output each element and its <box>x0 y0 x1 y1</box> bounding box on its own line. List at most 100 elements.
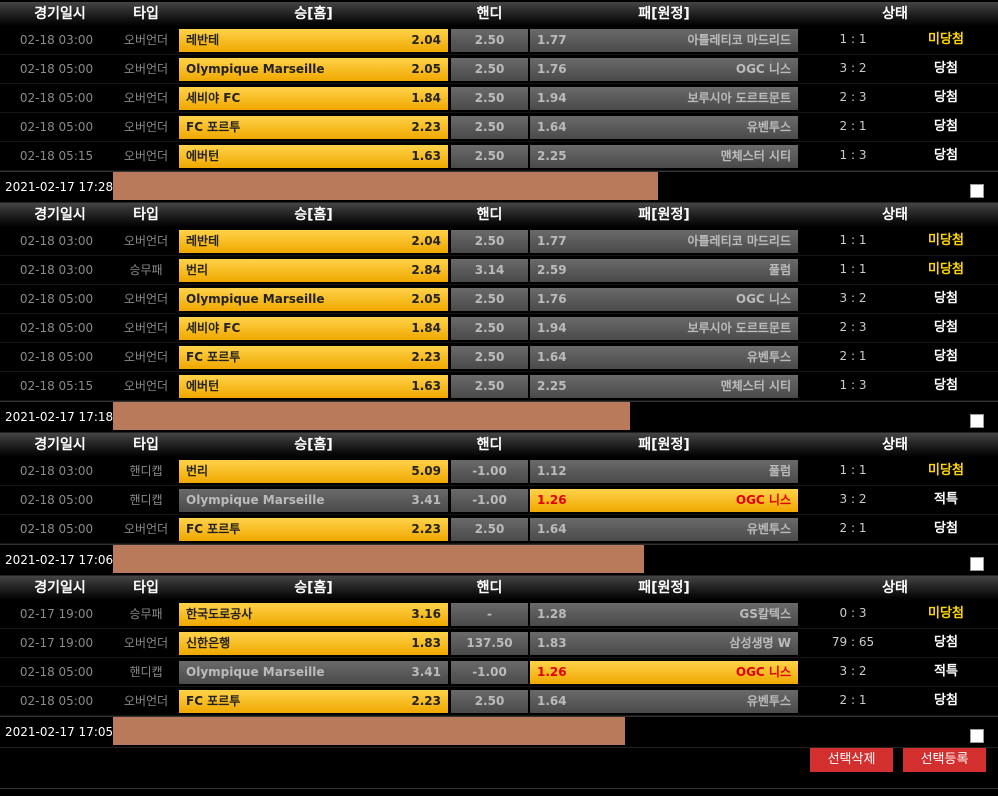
home-odds: 1.83 <box>411 636 441 650</box>
away-box[interactable]: 1.94 보루시아 도르트문트 <box>530 87 798 110</box>
away-team: OGC 니스 <box>735 292 791 306</box>
away-team: 유벤투스 <box>746 522 791 536</box>
home-odds: 3.41 <box>411 493 441 507</box>
score: 3 : 2 <box>839 492 867 506</box>
away-box[interactable]: 1.28 GS칼텍스 <box>530 603 798 626</box>
away-box[interactable]: 1.64 유벤투스 <box>530 690 798 713</box>
home-box[interactable]: 에버턴 1.63 <box>179 375 448 398</box>
date-footer: 2021-02-17 17:18 <box>0 401 998 433</box>
home-team: Olympique Marseille <box>186 62 325 76</box>
column-header: 승[홈] <box>294 437 333 453</box>
home-box[interactable]: Olympique Marseille 3.41 <box>179 489 448 512</box>
home-box[interactable]: 번리 2.84 <box>179 259 448 282</box>
away-box[interactable]: 2.25 맨체스터 시티 <box>530 375 798 398</box>
away-box[interactable]: 1.76 OGC 니스 <box>530 288 798 311</box>
home-box[interactable]: Olympique Marseille 2.05 <box>179 288 448 311</box>
home-box[interactable]: 에버턴 1.63 <box>179 145 448 168</box>
away-box[interactable]: 2.25 맨체스터 시티 <box>530 145 798 168</box>
away-team: OGC 니스 <box>735 665 791 679</box>
away-team: GS칼텍스 <box>739 607 791 621</box>
bet-row: 02-18 05:00 핸디캡 Olympique Marseille 3.41 -1.… <box>0 486 998 515</box>
home-team: Olympique Marseille <box>186 292 325 306</box>
away-box[interactable]: 1.76 OGC 니스 <box>530 58 798 81</box>
home-box[interactable]: 레반테 2.04 <box>179 230 448 253</box>
column-header: 패[원정] <box>638 6 690 22</box>
home-box[interactable]: FC 포르투 2.23 <box>179 518 448 541</box>
handicap: 2.50 <box>451 87 528 110</box>
away-box[interactable]: 1.12 풀럼 <box>530 460 798 483</box>
home-box[interactable]: FC 포르투 2.23 <box>179 116 448 139</box>
home-box[interactable]: 세비야 FC 1.84 <box>179 87 448 110</box>
match-time: 02-18 05:00 <box>19 321 94 335</box>
column-header: 타입 <box>133 207 159 223</box>
score: 1 : 3 <box>839 378 867 392</box>
home-box[interactable]: 한국도로공사 3.16 <box>179 603 448 626</box>
column-header: 패[원정] <box>638 580 690 596</box>
score: 1 : 3 <box>839 148 867 162</box>
away-odds: 1.94 <box>537 321 567 335</box>
away-box[interactable]: 1.77 아틀레티코 마드리드 <box>530 230 798 253</box>
checkbox[interactable] <box>970 184 984 198</box>
home-team: FC 포르투 <box>186 522 241 536</box>
match-time: 02-18 05:00 <box>19 292 94 306</box>
checkbox[interactable] <box>970 414 984 428</box>
away-odds: 1.64 <box>537 694 567 708</box>
table-header: 경기일시 타입 승[홈] 핸디 패[원정] 상태 <box>0 203 998 227</box>
home-odds: 2.23 <box>411 120 441 134</box>
home-box[interactable]: 레반테 2.04 <box>179 29 448 52</box>
away-box[interactable]: 1.94 보루시아 도르트문트 <box>530 317 798 340</box>
home-odds: 2.84 <box>411 263 441 277</box>
action-button[interactable]: 선택삭제 <box>810 748 893 772</box>
checkbox[interactable] <box>970 729 984 743</box>
status: 미당첨 <box>928 463 964 478</box>
date-footer: 2021-02-17 17:06 <box>0 544 998 576</box>
away-box[interactable]: 1.26 OGC 니스 <box>530 661 798 684</box>
home-box[interactable]: Olympique Marseille 3.41 <box>179 661 448 684</box>
bet-type: 오버언더 <box>123 292 169 306</box>
home-odds: 1.84 <box>411 321 441 335</box>
status: 적특 <box>934 492 958 507</box>
home-box[interactable]: Olympique Marseille 2.05 <box>179 58 448 81</box>
home-box[interactable]: 신한은행 1.83 <box>179 632 448 655</box>
away-box[interactable]: 1.64 유벤투스 <box>530 116 798 139</box>
home-box[interactable]: 번리 5.09 <box>179 460 448 483</box>
column-header: 핸디 <box>476 580 503 596</box>
away-box[interactable]: 1.26 OGC 니스 <box>530 489 798 512</box>
away-box[interactable]: 1.64 유벤투스 <box>530 346 798 369</box>
bet-type: 오버언더 <box>123 522 169 536</box>
action-button[interactable]: 선택등록 <box>903 748 986 772</box>
column-header: 경기일시 <box>34 207 86 223</box>
away-team: 유벤투스 <box>746 120 791 134</box>
home-team: 에버턴 <box>186 379 220 393</box>
handicap: -1.00 <box>451 460 528 483</box>
away-team: 아틀레티코 마드리드 <box>687 33 791 47</box>
home-team: FC 포르투 <box>186 694 241 708</box>
bet-row: 02-18 05:00 오버언더 Olympique Marseille 2.05 2.… <box>0 285 998 314</box>
bet-row: 02-18 05:00 오버언더 FC 포르투 2.23 2.50 1.64 유벤투스 2 :… <box>0 343 998 372</box>
score: 2 : 3 <box>839 90 867 104</box>
date-footer: 2021-02-17 17:28 <box>0 171 998 203</box>
home-box[interactable]: FC 포르투 2.23 <box>179 346 448 369</box>
match-time: 02-18 03:00 <box>19 464 94 478</box>
score: 1 : 1 <box>839 32 867 46</box>
bet-type: 승무패 <box>129 607 163 621</box>
away-team: OGC 니스 <box>735 493 791 507</box>
bet-row: 02-18 05:00 오버언더 세비야 FC 1.84 2.50 1.94 보루시아 도르… <box>0 314 998 343</box>
away-box[interactable]: 1.83 삼성생명 W <box>530 632 798 655</box>
score: 1 : 1 <box>839 262 867 276</box>
handicap: 2.50 <box>451 230 528 253</box>
away-odds: 1.26 <box>537 665 567 679</box>
home-box[interactable]: FC 포르투 2.23 <box>179 690 448 713</box>
away-odds: 1.83 <box>537 636 567 650</box>
away-box[interactable]: 1.77 아틀레티코 마드리드 <box>530 29 798 52</box>
bet-date: 2021-02-17 17:28 <box>5 180 114 194</box>
away-box[interactable]: 2.59 풀럼 <box>530 259 798 282</box>
bet-row: 02-18 05:00 오버언더 세비야 FC 1.84 2.50 1.94 보루시아 도르… <box>0 84 998 113</box>
home-team: 에버턴 <box>186 149 220 163</box>
match-time: 02-18 05:00 <box>19 62 94 76</box>
checkbox[interactable] <box>970 557 984 571</box>
away-box[interactable]: 1.64 유벤투스 <box>530 518 798 541</box>
home-box[interactable]: 세비야 FC 1.84 <box>179 317 448 340</box>
match-time: 02-18 05:15 <box>19 149 94 163</box>
